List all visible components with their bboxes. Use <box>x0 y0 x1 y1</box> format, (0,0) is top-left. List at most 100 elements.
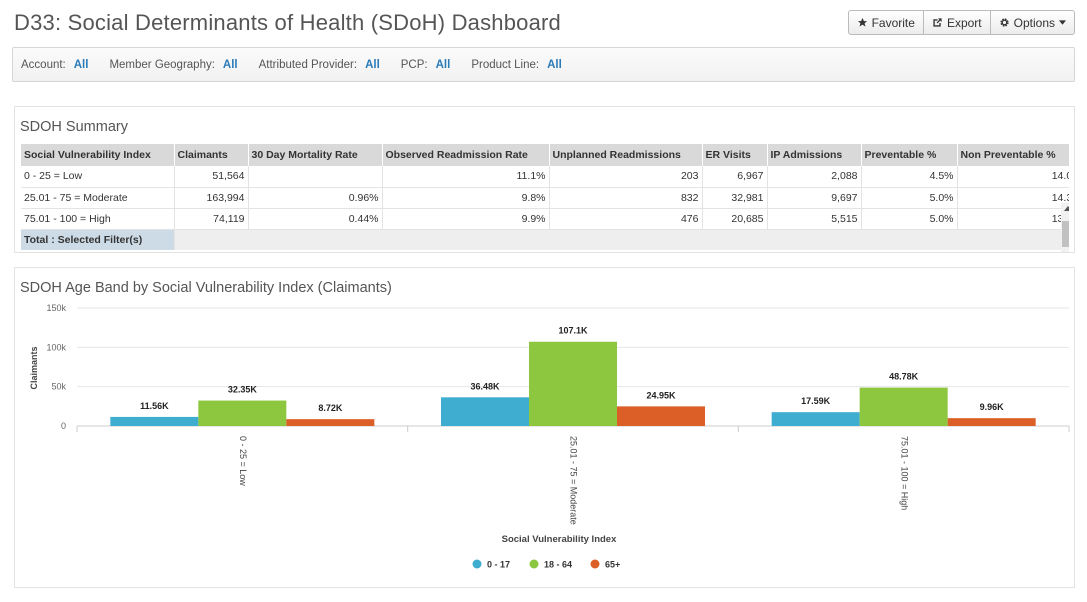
filter-label: PCP: <box>400 58 428 71</box>
table-cell: 6,967 <box>702 166 768 188</box>
y-tick-label: 150k <box>46 303 66 313</box>
filter-label: Account: <box>21 58 66 71</box>
data-label: 36.48K <box>470 381 500 391</box>
data-label: 11.56K <box>140 401 169 411</box>
gear-icon <box>999 17 1010 28</box>
options-label: Options <box>1013 15 1055 30</box>
table-cell: 4.5% <box>861 166 958 188</box>
summary-table: Social Vulnerability Index Claimants 30 … <box>21 144 1069 250</box>
star-icon <box>857 17 868 28</box>
y-tick-label: 0 <box>61 421 66 431</box>
column-header[interactable]: Claimants <box>174 144 249 166</box>
table-cell: 5,515 <box>767 208 862 230</box>
table-row[interactable]: 75.01 - 100 = High 74,119 0.44% 9.9% 476… <box>21 208 1069 230</box>
column-header[interactable]: Observed Readmission Rate <box>382 144 550 166</box>
bar <box>198 400 287 426</box>
table-cell: 2,088 <box>767 166 862 188</box>
table-cell: 51,564 <box>174 166 249 188</box>
data-label: 24.95K <box>646 390 676 400</box>
table-cell: 5.0% <box>861 208 958 230</box>
data-label: 107.1K <box>558 326 588 336</box>
filter-product-line: Product Line: All <box>471 59 561 71</box>
table-cell: 203 <box>549 166 703 188</box>
bar <box>859 387 948 426</box>
options-button[interactable]: Options <box>990 10 1075 35</box>
table-cell: 9,697 <box>767 187 862 209</box>
summary-grid: Social Vulnerability Index Claimants 30 … <box>21 144 1069 252</box>
toolbar: Favorite Export Options <box>847 10 1075 35</box>
table-cell: 9.9% <box>382 208 550 230</box>
table-cell: 0.96% <box>248 187 383 209</box>
data-label: 9.96K <box>980 402 1005 412</box>
table-row[interactable]: 0 - 25 = Low 51,564 11.1% 203 6,967 2,08… <box>21 166 1069 188</box>
filter-value-attributed-provider[interactable]: All <box>365 58 380 71</box>
x-tick-label: 25.01 - 75 = Moderate <box>569 436 579 525</box>
filter-label: Product Line: <box>471 58 540 71</box>
scroll-up-arrow-icon[interactable] <box>1064 206 1069 211</box>
table-cell: 0.44% <box>248 208 383 230</box>
legend-marker <box>590 559 600 569</box>
filter-account: Account: All <box>21 59 88 71</box>
table-cell: 13.5% <box>957 208 1069 230</box>
filter-value-product-line[interactable]: All <box>547 58 562 71</box>
x-tick-label: 75.01 - 100 = High <box>899 436 909 510</box>
bar <box>441 397 529 426</box>
x-axis-label: Social Vulnerability Index <box>502 534 617 545</box>
bar <box>771 412 860 426</box>
legend-label: 65+ <box>605 560 620 570</box>
column-header[interactable]: ER Visits <box>702 144 768 166</box>
x-tick-label: 0 - 25 = Low <box>238 436 248 486</box>
table-cell: 476 <box>549 208 703 230</box>
bar <box>529 341 617 426</box>
table-cell: 20,685 <box>702 208 768 230</box>
table-header-row: Social Vulnerability Index Claimants 30 … <box>21 144 1069 166</box>
table-cell: 75.01 - 100 = High <box>21 208 175 230</box>
filter-value-pcp[interactable]: All <box>435 58 451 71</box>
bar <box>286 419 375 426</box>
column-header[interactable]: Social Vulnerability Index <box>21 144 175 166</box>
table-cell: 14.3% <box>957 187 1069 209</box>
filter-attributed-provider: Attributed Provider: All <box>259 59 380 71</box>
table-cell: 14.0% <box>957 166 1069 188</box>
export-button[interactable]: Export <box>923 10 991 35</box>
column-header[interactable]: Preventable % <box>861 144 958 166</box>
legend-label: 18 - 64 <box>544 560 572 570</box>
filter-label: Attributed Provider: <box>258 58 358 71</box>
data-label: 48.78K <box>889 372 919 382</box>
page-title: D33: Social Determinants of Health (SDoH… <box>14 10 561 35</box>
data-label: 17.59K <box>801 396 831 406</box>
table-cell: 74,119 <box>174 208 249 230</box>
vertical-scroll-thumb[interactable] <box>1062 221 1069 247</box>
column-header[interactable]: 30 Day Mortality Rate <box>248 144 383 166</box>
table-cell: 9.8% <box>382 187 550 209</box>
summary-panel: SDOH Summary Social Vulnerability Index … <box>14 106 1075 253</box>
favorite-button[interactable]: Favorite <box>847 10 924 35</box>
y-tick-label: 50k <box>51 382 66 392</box>
export-label: Export <box>946 15 982 30</box>
table-cell: 5.0% <box>861 187 958 209</box>
column-header[interactable]: Non Preventable % <box>957 144 1069 166</box>
filter-label: Member Geography: <box>109 58 215 71</box>
data-label: 8.72K <box>318 403 343 413</box>
export-icon <box>932 17 943 28</box>
table-cell <box>248 166 383 188</box>
bar <box>947 418 1036 426</box>
bar-chart: 0 50k 100k 150k Claimants 11.56K 32.35K 8.72K 0 … <box>29 303 1070 570</box>
favorite-label: Favorite <box>871 15 915 30</box>
filter-value-member-geography[interactable]: All <box>222 58 238 71</box>
table-row[interactable]: 25.01 - 75 = Moderate 163,994 0.96% 9.8%… <box>21 187 1069 209</box>
filter-value-account[interactable]: All <box>73 58 89 71</box>
vertical-scrollbar[interactable] <box>1061 203 1069 252</box>
column-header[interactable]: IP Admissions <box>767 144 862 166</box>
y-axis-label: Claimants <box>29 346 39 389</box>
total-row: Total : Selected Filter(s) <box>21 229 1069 250</box>
column-header[interactable]: Unplanned Readmissions <box>549 144 703 166</box>
legend-marker <box>472 559 482 569</box>
data-label: 32.35K <box>228 385 258 395</box>
table-cell: 163,994 <box>174 187 249 209</box>
legend-label: 0 - 17 <box>487 560 510 570</box>
filter-pcp: PCP: All <box>401 59 451 71</box>
chart-panel: SDOH Age Band by Social Vulnerability In… <box>14 267 1075 588</box>
bar <box>617 406 705 426</box>
total-label: Total : Selected Filter(s) <box>21 229 175 250</box>
